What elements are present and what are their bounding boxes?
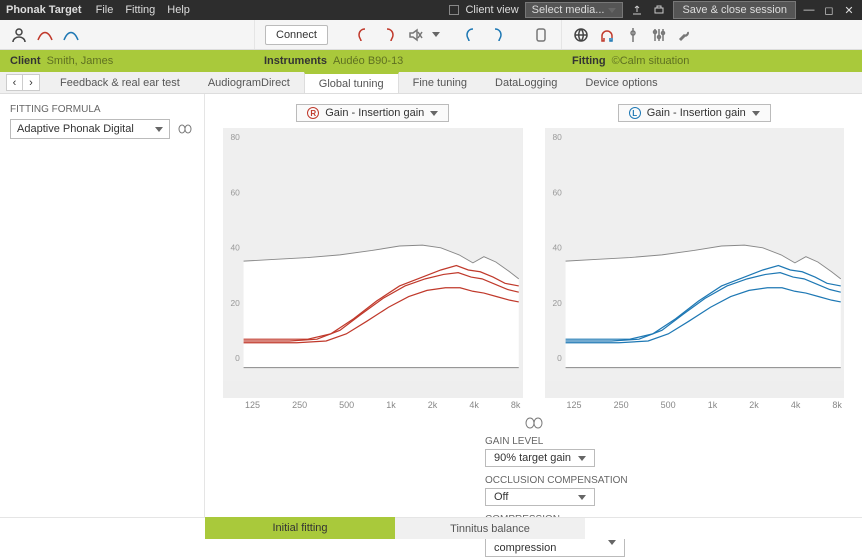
- main-area: FITTING FORMULA Adaptive Phonak Digital …: [0, 94, 862, 517]
- ear-red-right-icon[interactable]: [380, 26, 398, 44]
- close-icon[interactable]: ✕: [842, 4, 856, 17]
- mute-icon[interactable]: [406, 26, 424, 44]
- wrench-icon[interactable]: [676, 26, 694, 44]
- formula-select[interactable]: Adaptive Phonak Digital: [10, 119, 170, 139]
- section-bar: Client Smith, James Instruments Audéo B9…: [0, 50, 862, 72]
- svg-text:80: 80: [552, 132, 562, 142]
- curve-red-icon[interactable]: [36, 26, 54, 44]
- tuning-icon[interactable]: [624, 26, 642, 44]
- maximize-icon[interactable]: ◻: [822, 4, 836, 17]
- chevron-down-icon: [578, 495, 586, 500]
- chart-right-select[interactable]: L Gain - Insertion gain: [618, 104, 771, 122]
- curve-blue-icon[interactable]: [62, 26, 80, 44]
- save-close-button[interactable]: Save & close session: [673, 1, 796, 19]
- client-view-label: Client view: [465, 4, 518, 16]
- title-bar: Phonak Target File Fitting Help Client v…: [0, 0, 862, 20]
- bottom-tabs: Initial fitting Tinnitus balance: [0, 517, 862, 539]
- chart-right-xaxis: 1252505001k2k4k8k: [545, 398, 845, 410]
- section-client[interactable]: Client Smith, James: [0, 50, 254, 72]
- svg-text:20: 20: [230, 298, 240, 308]
- export-icon[interactable]: [629, 3, 645, 17]
- occlusion-label: OCCLUSION COMPENSATION: [485, 475, 862, 486]
- media-select[interactable]: Select media...: [525, 2, 624, 18]
- formula-label: FITTING FORMULA: [10, 104, 194, 115]
- svg-text:40: 40: [230, 243, 240, 253]
- tab-feedback[interactable]: Feedback & real ear test: [46, 72, 194, 93]
- bottom-tab-initial-fitting[interactable]: Initial fitting: [205, 517, 395, 539]
- ear-blue-right-icon[interactable]: [488, 26, 506, 44]
- tab-device-options[interactable]: Device options: [571, 72, 671, 93]
- minimize-icon[interactable]: —: [802, 4, 816, 16]
- menu-file[interactable]: File: [96, 4, 114, 16]
- chart-left-select[interactable]: R Gain - Insertion gain: [296, 104, 449, 122]
- chart-left: Muted 806040200: [223, 128, 523, 398]
- device-icon[interactable]: [532, 26, 550, 44]
- link-charts-icon[interactable]: [524, 416, 544, 430]
- chart-right: Muted 806040200: [545, 128, 845, 398]
- menu-help[interactable]: Help: [167, 4, 190, 16]
- ear-blue-left-icon[interactable]: [462, 26, 480, 44]
- nav-back-button[interactable]: ‹: [7, 75, 23, 90]
- main-menu: File Fitting Help: [96, 4, 190, 16]
- chevron-down-icon: [752, 111, 760, 116]
- chart-left-wrap: R Gain - Insertion gain Muted 806040200 …: [223, 104, 523, 410]
- globe-icon[interactable]: [572, 26, 590, 44]
- tab-audiogramdirect[interactable]: AudiogramDirect: [194, 72, 304, 93]
- occlusion-select[interactable]: Off: [485, 488, 595, 506]
- sliders-icon[interactable]: [650, 26, 668, 44]
- person-icon[interactable]: [10, 26, 28, 44]
- tab-datalogging[interactable]: DataLogging: [481, 72, 571, 93]
- svg-text:20: 20: [552, 298, 562, 308]
- chevron-down-icon: [608, 540, 616, 545]
- left-ear-badge-icon: L: [629, 107, 641, 119]
- content-area: R Gain - Insertion gain Muted 806040200 …: [205, 94, 862, 517]
- svg-text:40: 40: [552, 243, 562, 253]
- gain-level-label: GAIN LEVEL: [485, 436, 862, 447]
- chart-right-wrap: L Gain - Insertion gain Muted 806040200 …: [545, 104, 845, 410]
- tab-fine-tuning[interactable]: Fine tuning: [399, 72, 481, 93]
- ear-red-left-icon[interactable]: [354, 26, 372, 44]
- client-view-checkbox[interactable]: [449, 5, 459, 15]
- section-fitting[interactable]: Fitting ©Calm situation: [562, 50, 862, 72]
- chart-left-xaxis: 1252505001k2k4k8k: [223, 398, 523, 410]
- tabs-row: ‹ › Feedback & real ear test AudiogramDi…: [0, 72, 862, 94]
- svg-text:60: 60: [230, 187, 240, 197]
- chevron-down-icon[interactable]: [432, 32, 440, 37]
- chevron-down-icon: [155, 127, 163, 132]
- gain-level-select[interactable]: 90% target gain: [485, 449, 595, 467]
- sidebar: FITTING FORMULA Adaptive Phonak Digital: [0, 94, 205, 517]
- svg-text:60: 60: [552, 187, 562, 197]
- print-icon[interactable]: [651, 3, 667, 17]
- tab-global-tuning[interactable]: Global tuning: [304, 72, 399, 93]
- chevron-down-icon: [578, 456, 586, 461]
- right-ear-badge-icon: R: [307, 107, 319, 119]
- nav-forward-button[interactable]: ›: [23, 75, 39, 90]
- menu-fitting[interactable]: Fitting: [125, 4, 155, 16]
- headphones-icon[interactable]: [598, 26, 616, 44]
- app-name: Phonak Target: [6, 4, 82, 16]
- toolbar: Connect: [0, 20, 862, 50]
- svg-text:80: 80: [230, 132, 240, 142]
- chevron-down-icon: [608, 8, 616, 13]
- bottom-tab-tinnitus[interactable]: Tinnitus balance: [395, 517, 585, 539]
- svg-text:0: 0: [235, 353, 240, 363]
- svg-text:0: 0: [557, 353, 562, 363]
- link-icon[interactable]: [176, 120, 194, 138]
- chevron-down-icon: [430, 111, 438, 116]
- connect-button[interactable]: Connect: [265, 25, 328, 45]
- section-instruments[interactable]: Instruments Audéo B90-13: [254, 50, 562, 72]
